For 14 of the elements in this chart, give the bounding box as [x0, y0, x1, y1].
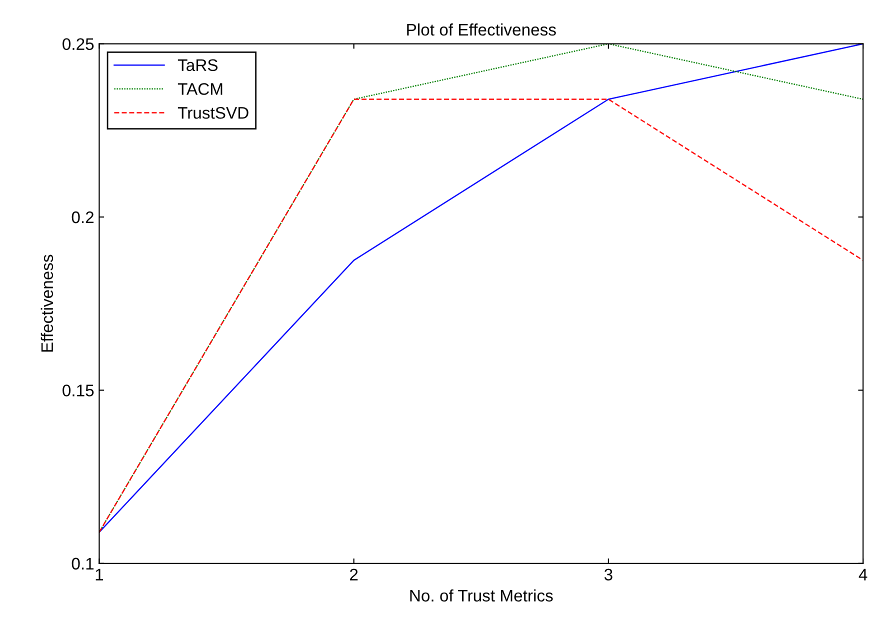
y-tick-label: 0.1 — [72, 558, 94, 570]
y-axis-title: Effectiveness — [40, 254, 54, 352]
chart-title: Plot of Effectiveness — [407, 23, 556, 36]
x-tick-label: 3 — [604, 568, 612, 581]
y-tick-label: 0.25 — [62, 38, 94, 50]
x-tick-label: 4 — [858, 568, 868, 580]
x-axis-title: No. of Trust Metrics — [410, 589, 553, 602]
legend-label: TaRS — [178, 59, 218, 72]
legend-label: TACM — [178, 83, 222, 95]
y-tick-label: 0.2 — [72, 211, 94, 224]
x-tick-label: 1 — [96, 568, 104, 580]
x-tick-label: 2 — [350, 568, 358, 580]
y-tick-label: 0.15 — [62, 384, 94, 396]
legend-label: TrustSVD — [178, 107, 248, 119]
